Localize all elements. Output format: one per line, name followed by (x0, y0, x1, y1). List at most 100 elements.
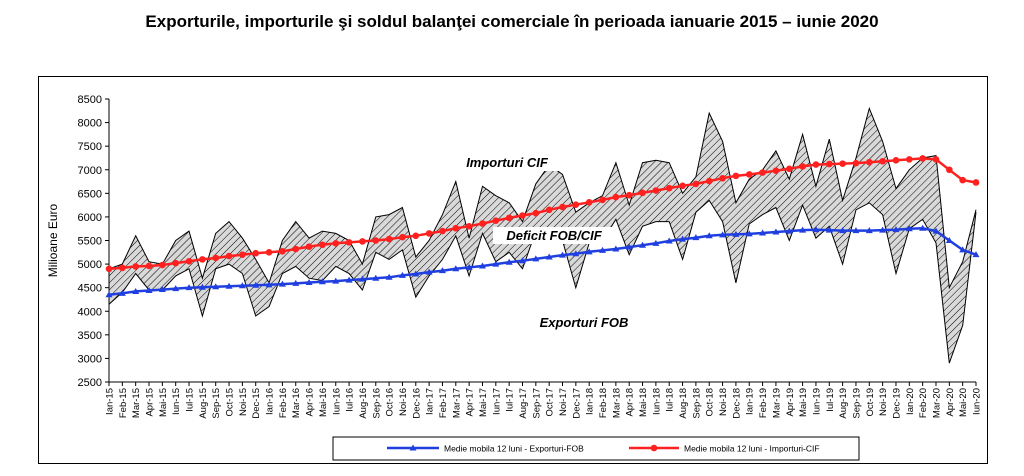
data-point-cif-ma (705, 177, 713, 185)
data-point-fob-ma (892, 226, 900, 233)
x-tick-label: Ian-20 (905, 388, 916, 415)
data-point-fob-ma (158, 286, 166, 293)
data-point-fob-ma (532, 255, 540, 262)
x-tick-label: Oct-15 (225, 388, 236, 417)
data-point-fob-ma (345, 276, 353, 283)
data-point-cif-ma (292, 245, 300, 253)
x-tick-label: Sep-19 (851, 388, 862, 419)
data-point-fob-ma (478, 262, 486, 269)
data-point-fob-ma (652, 239, 660, 246)
data-point-cif-ma (479, 220, 486, 227)
data-point-cif-ma (359, 238, 366, 245)
data-point-cif-ma (585, 198, 593, 206)
x-tick-label: Oct-17 (545, 388, 556, 417)
legend: Medie mobila 12 luni - Exporturi-FOB Med… (332, 436, 860, 461)
data-point-cif-ma (665, 184, 673, 192)
data-point-fob-ma (385, 273, 393, 280)
x-tick-label: Mai-18 (638, 388, 649, 417)
data-point-cif-ma (612, 193, 620, 201)
data-point-cif-ma (839, 160, 846, 167)
data-point-cif-ma (639, 189, 646, 197)
data-point-fob-ma (465, 263, 473, 270)
data-point-fob-ma (905, 225, 913, 232)
data-point-cif-ma (865, 158, 873, 166)
y-tick-label: 5500 (78, 236, 102, 248)
data-point-fob-ma (932, 227, 940, 234)
x-tick-label: Apr-17 (465, 388, 476, 417)
data-point-cif-ma (719, 174, 726, 182)
x-tick-label: Iun-16 (331, 388, 342, 415)
data-point-cif-ma (345, 239, 353, 246)
data-point-cif-ma (919, 155, 926, 162)
data-point-fob-ma (265, 281, 273, 288)
x-tick-label: Ian-19 (745, 388, 756, 415)
x-tick-label: Mar-17 (451, 388, 462, 418)
data-point-cif-ma (745, 171, 753, 178)
moving-average-lines (105, 155, 980, 298)
data-point-cif-ma (799, 163, 806, 170)
x-tick-label: Oct-19 (865, 388, 876, 417)
data-point-cif-ma (132, 263, 139, 270)
data-point-cif-ma (946, 166, 953, 174)
data-point-cif-ma (932, 156, 940, 163)
data-point-cif-ma (599, 196, 606, 204)
data-point-fob-ma (572, 250, 580, 257)
legend-box (332, 436, 860, 461)
annotation-exporturi-fob: Exporturi FOB (540, 315, 629, 330)
data-point-fob-ma (839, 227, 847, 234)
data-point-fob-ma (625, 243, 633, 250)
data-point-cif-ma (959, 176, 966, 184)
data-point-cif-ma (439, 227, 446, 235)
data-point-cif-ma (692, 180, 700, 188)
y-tick-label: 4500 (78, 283, 102, 295)
x-tick-label: Iun-15 (171, 388, 182, 415)
y-tick-label: 6500 (78, 188, 102, 200)
data-point-fob-ma (372, 274, 380, 281)
data-point-fob-ma (559, 251, 567, 258)
x-tick-label: Ian-16 (265, 388, 276, 415)
x-tick-label: Apr-19 (785, 388, 796, 417)
data-point-cif-ma (812, 161, 820, 168)
x-tick-label: Iul-18 (665, 388, 676, 412)
x-tick-label: Iun-18 (651, 388, 662, 415)
data-point-fob-ma (518, 257, 526, 264)
x-tick-label: Feb-16 (278, 388, 289, 418)
data-point-fob-ma (772, 228, 780, 235)
x-tick-label: Dec-17 (571, 388, 582, 419)
y-tick-label: 3500 (78, 330, 102, 342)
data-point-fob-ma (132, 287, 140, 294)
x-tick-label: Noi-17 (558, 388, 569, 416)
x-tick-label: Dec-15 (251, 388, 262, 419)
data-point-cif-ma (172, 259, 179, 267)
y-tick-label: 7000 (78, 165, 102, 177)
x-tick-label: Mar-16 (291, 388, 302, 418)
data-point-cif-ma (465, 223, 473, 230)
x-tick-label: Apr-18 (625, 388, 636, 417)
y-tick-label: 7500 (78, 141, 102, 153)
data-point-fob-ma (492, 260, 500, 267)
x-tick-label: Ian-18 (585, 388, 596, 415)
data-point-cif-ma (519, 212, 526, 219)
data-point-cif-ma (825, 160, 833, 168)
data-point-fob-ma (919, 224, 927, 231)
x-tick-label: Aug-19 (838, 388, 849, 419)
data-point-cif-ma (279, 248, 286, 255)
axes: 2500 3000 3500 4000 4500 5000 5500 6000 6500 7000… (46, 94, 983, 419)
data-point-fob-ma (812, 226, 820, 233)
x-tick-label: Dec-16 (411, 388, 422, 419)
x-tick-label: Iun-17 (491, 388, 502, 415)
x-tick-label: Sep-18 (691, 388, 702, 419)
data-point-cif-ma (559, 203, 566, 211)
data-point-fob-ma (198, 283, 206, 290)
data-point-cif-ma (492, 217, 500, 224)
x-tick-label: Iul-19 (825, 388, 836, 412)
data-point-cif-ma (452, 224, 460, 232)
data-point-fob-ma (799, 226, 807, 233)
x-tick-label: Dec-18 (731, 388, 742, 419)
y-tick-label: 3000 (78, 353, 102, 365)
x-tick-label: Feb-19 (758, 388, 769, 418)
data-point-cif-ma (852, 159, 860, 167)
data-point-cif-ma (879, 157, 886, 165)
x-tick-label: Iun-19 (811, 388, 822, 415)
data-point-fob-ma (639, 241, 647, 248)
